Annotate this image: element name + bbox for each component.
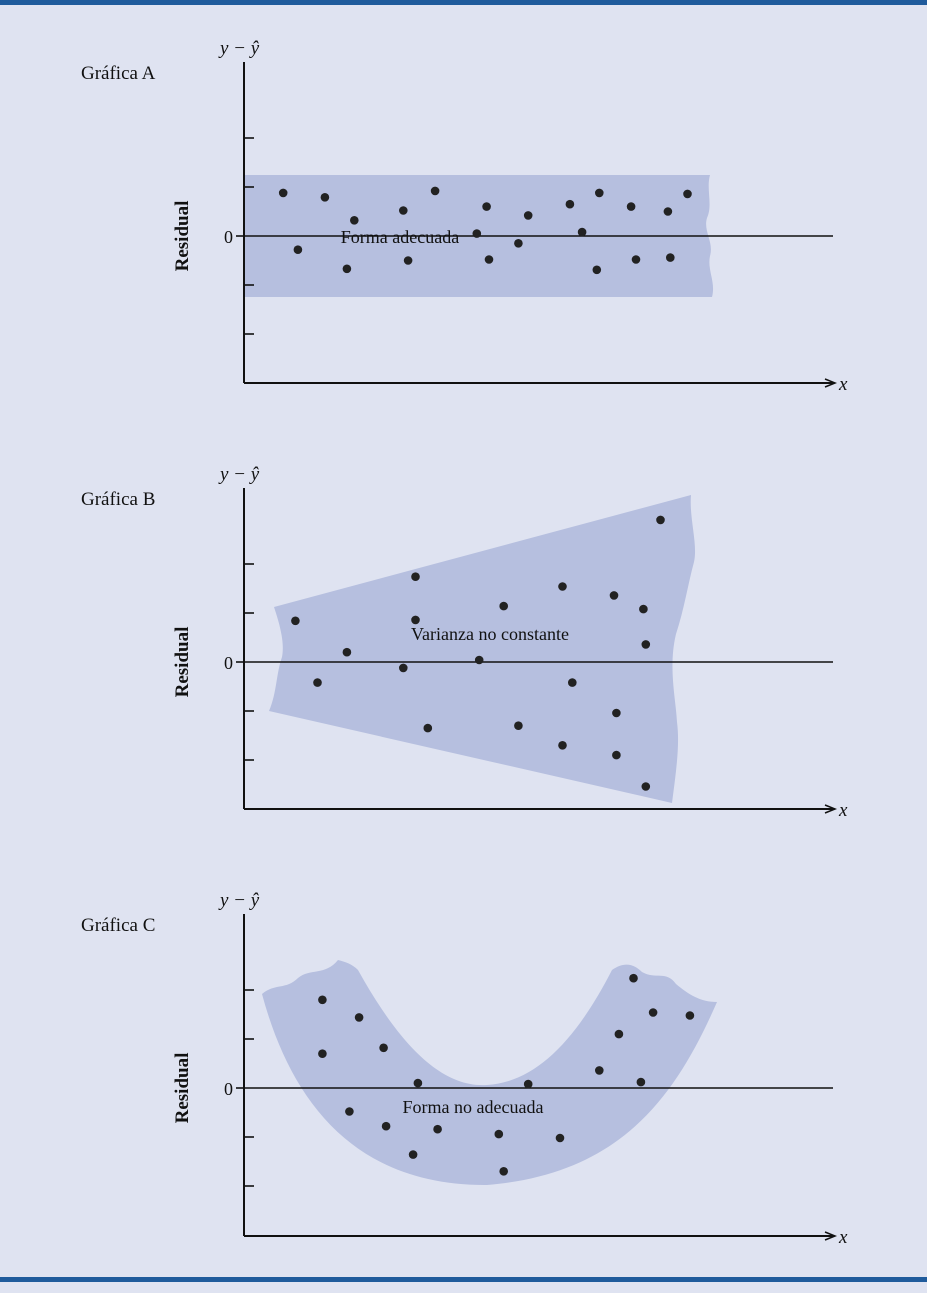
data-point — [577, 227, 587, 237]
data-point — [482, 202, 491, 211]
y-axis-symbol: y − ŷ — [218, 890, 260, 911]
data-point — [484, 255, 494, 264]
y-axis-symbol: y − ŷ — [218, 38, 260, 59]
x-axis-label: x — [838, 800, 848, 821]
x-axis-arrow — [824, 378, 838, 388]
zero-tick-label: 0 — [224, 653, 233, 673]
data-point — [555, 1133, 565, 1143]
data-point — [683, 189, 692, 199]
data-point — [411, 615, 420, 625]
data-point — [666, 253, 675, 262]
data-point — [399, 206, 408, 215]
data-point — [313, 678, 322, 687]
chart-panel-c: Gráfica C y − ŷ x 0 Residual Forma no adecuad… — [81, 890, 848, 1248]
panel-title: Gráfica C — [81, 915, 155, 936]
data-point — [629, 973, 638, 983]
data-point — [423, 723, 433, 733]
data-point — [656, 515, 665, 525]
data-point — [514, 721, 523, 730]
data-point — [636, 1077, 646, 1087]
data-point — [612, 750, 621, 760]
zero-tick-label: 0 — [224, 227, 233, 247]
data-point — [641, 782, 651, 791]
data-point — [639, 604, 648, 614]
panel-title: Gráfica A — [81, 63, 156, 84]
residual-band — [269, 495, 696, 803]
data-point — [413, 1078, 423, 1088]
data-point — [293, 245, 303, 254]
data-point — [291, 616, 300, 626]
data-point — [568, 678, 577, 687]
data-point — [565, 199, 575, 209]
zero-tick-label: 0 — [224, 1079, 233, 1099]
data-point — [614, 1029, 624, 1039]
data-point — [685, 1011, 695, 1020]
data-point — [433, 1124, 442, 1134]
data-point — [381, 1121, 391, 1131]
data-point — [523, 211, 533, 220]
y-axis-label: Residual — [172, 627, 193, 698]
data-point — [318, 1049, 327, 1058]
data-point — [514, 239, 523, 248]
data-point — [399, 663, 408, 673]
data-point — [641, 640, 651, 649]
data-point — [430, 186, 440, 196]
data-point — [345, 1107, 354, 1116]
data-point — [626, 202, 636, 211]
data-point — [499, 601, 509, 611]
data-point — [379, 1043, 388, 1053]
band-annotation: Varianza no constante — [411, 624, 569, 644]
data-point — [342, 264, 352, 274]
data-point — [411, 572, 420, 581]
data-point — [648, 1008, 658, 1017]
data-point — [558, 741, 567, 750]
y-axis-label: Residual — [172, 201, 193, 272]
chart-panel-a: Gráfica A y − ŷ x 0 Residual Forma adecuada — [81, 38, 848, 395]
band-annotation: Forma no adecuada — [403, 1097, 544, 1117]
data-point — [278, 188, 288, 198]
data-point — [472, 229, 482, 238]
data-point — [663, 207, 673, 216]
band-annotation: Forma adecuada — [341, 227, 459, 247]
data-point — [631, 255, 641, 264]
chart-panel-b: Gráfica B y − ŷ x 0 Residual Varianza no cons… — [81, 464, 848, 821]
data-point — [523, 1079, 533, 1089]
data-point — [592, 265, 602, 275]
data-point — [595, 188, 604, 198]
data-point — [342, 647, 352, 657]
data-point — [494, 1129, 504, 1139]
bottom-rule — [0, 1277, 927, 1282]
data-point — [320, 193, 330, 202]
data-point — [499, 1167, 509, 1176]
data-point — [474, 655, 484, 665]
data-point — [318, 995, 327, 1005]
x-axis-label: x — [838, 374, 848, 395]
x-axis-label: x — [838, 1227, 848, 1248]
data-point — [595, 1066, 604, 1075]
data-point — [558, 582, 567, 591]
data-point — [612, 708, 621, 718]
top-rule — [0, 0, 927, 5]
panel-title: Gráfica B — [81, 489, 155, 510]
data-point — [403, 256, 413, 265]
x-axis-arrow — [824, 804, 838, 814]
residual-band — [262, 960, 717, 1186]
data-point — [609, 591, 619, 600]
data-point — [350, 216, 359, 225]
x-axis-arrow — [824, 1231, 838, 1241]
data-point — [354, 1013, 364, 1022]
data-point — [408, 1150, 418, 1159]
y-axis-label: Residual — [172, 1053, 193, 1124]
y-axis-symbol: y − ŷ — [218, 464, 260, 485]
